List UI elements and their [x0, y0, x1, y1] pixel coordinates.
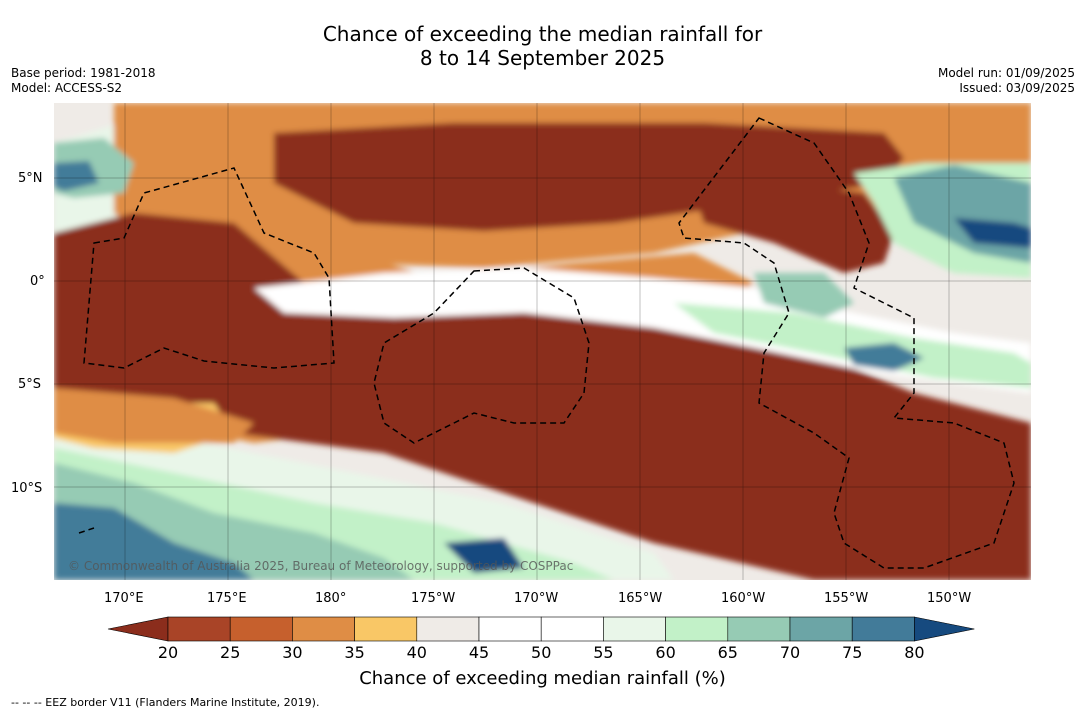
model-label: Model: ACCESS-S2	[11, 81, 123, 95]
colorbar-tick-label: 80	[904, 643, 924, 662]
colorbar-tick-label: 50	[531, 643, 551, 662]
colorbar-extend-low	[107, 616, 169, 642]
northeast-wet-blue	[954, 218, 1031, 248]
southwest-orange-fringe	[54, 388, 254, 443]
colorbar-tick-label: 55	[593, 643, 613, 662]
colorbar-segment	[789, 616, 853, 642]
colorbar-segment	[292, 616, 355, 642]
lon-label-150w: 150°W	[927, 591, 972, 606]
colorbar-tick-label: 60	[655, 643, 675, 662]
lon-label-175w: 175°W	[411, 591, 456, 606]
colorbar-segment	[416, 616, 480, 642]
issued-label: Issued: 03/09/2025	[959, 81, 1075, 95]
colorbar-extend-high	[914, 616, 975, 642]
title-line-2: 8 to 14 September 2025	[419, 46, 666, 70]
lon-label-170w: 170°W	[514, 591, 559, 606]
lon-label-160w: 160°W	[721, 591, 766, 606]
lon-label-180: 180°	[315, 591, 347, 606]
colorbar-segment	[229, 616, 293, 642]
lon-label-155w: 155°W	[824, 591, 869, 606]
south-wet-blue-2	[444, 538, 524, 573]
colorbar: 20 25 30 35 40 45 50 55 60 65 70 75 80	[107, 616, 975, 662]
equatorial-white-streak	[254, 268, 1031, 393]
colorbar-tick-label: 30	[282, 643, 302, 662]
south-wet-blue	[54, 503, 254, 580]
colorbar-title: Chance of exceeding median rainfall (%)	[359, 668, 726, 689]
colorbar-segment	[665, 616, 729, 642]
lon-label-175e: 175°E	[207, 591, 247, 606]
lat-label-0: 0°	[30, 274, 45, 289]
rainfall-map	[54, 103, 1031, 580]
colorbar-segment	[478, 616, 542, 642]
colorbar-tick-label: 35	[344, 643, 364, 662]
lon-label-165w: 165°W	[618, 591, 663, 606]
colorbar-segment	[167, 616, 231, 642]
equatorial-blue-patch	[844, 343, 924, 371]
colorbar-tick-label: 70	[780, 643, 800, 662]
band-north-tongue	[694, 183, 894, 273]
colorbar-segment	[603, 616, 666, 642]
title-line-1: Chance of exceeding the median rainfall …	[322, 22, 763, 46]
colorbar-tick-label: 20	[158, 643, 178, 662]
colorbar-tick-label: 40	[407, 643, 427, 662]
base-period-label: Base period: 1981-2018	[11, 66, 156, 80]
eez-borders	[54, 103, 1015, 569]
colorbar-segment	[727, 616, 791, 642]
copyright-notice: © Commonwealth of Australia 2025, Bureau…	[68, 559, 574, 573]
lon-label-170e: 170°E	[104, 591, 144, 606]
lat-label-5n: 5°N	[18, 171, 43, 186]
lat-label-5s: 5°S	[18, 377, 42, 392]
colorbar-segment	[851, 616, 915, 642]
lat-label-10s: 10°S	[11, 481, 43, 496]
equatorial-teal-patch	[754, 273, 854, 318]
colorbar-tick-label: 45	[469, 643, 489, 662]
colorbar-segment	[354, 616, 418, 642]
eez-legend-note: -- -- -- EEZ border V11 (Flanders Marine…	[11, 696, 320, 709]
northwest-wet-blue	[54, 161, 99, 191]
equatorial-green-patch	[674, 303, 1031, 388]
colorbar-tick-label: 25	[220, 643, 240, 662]
colorbar-tick-label: 65	[718, 643, 738, 662]
model-run-label: Model run: 01/09/2025	[937, 66, 1075, 80]
colorbar-tick-label: 75	[842, 643, 862, 662]
colorbar-segment	[540, 616, 604, 642]
graticule	[54, 103, 1031, 580]
